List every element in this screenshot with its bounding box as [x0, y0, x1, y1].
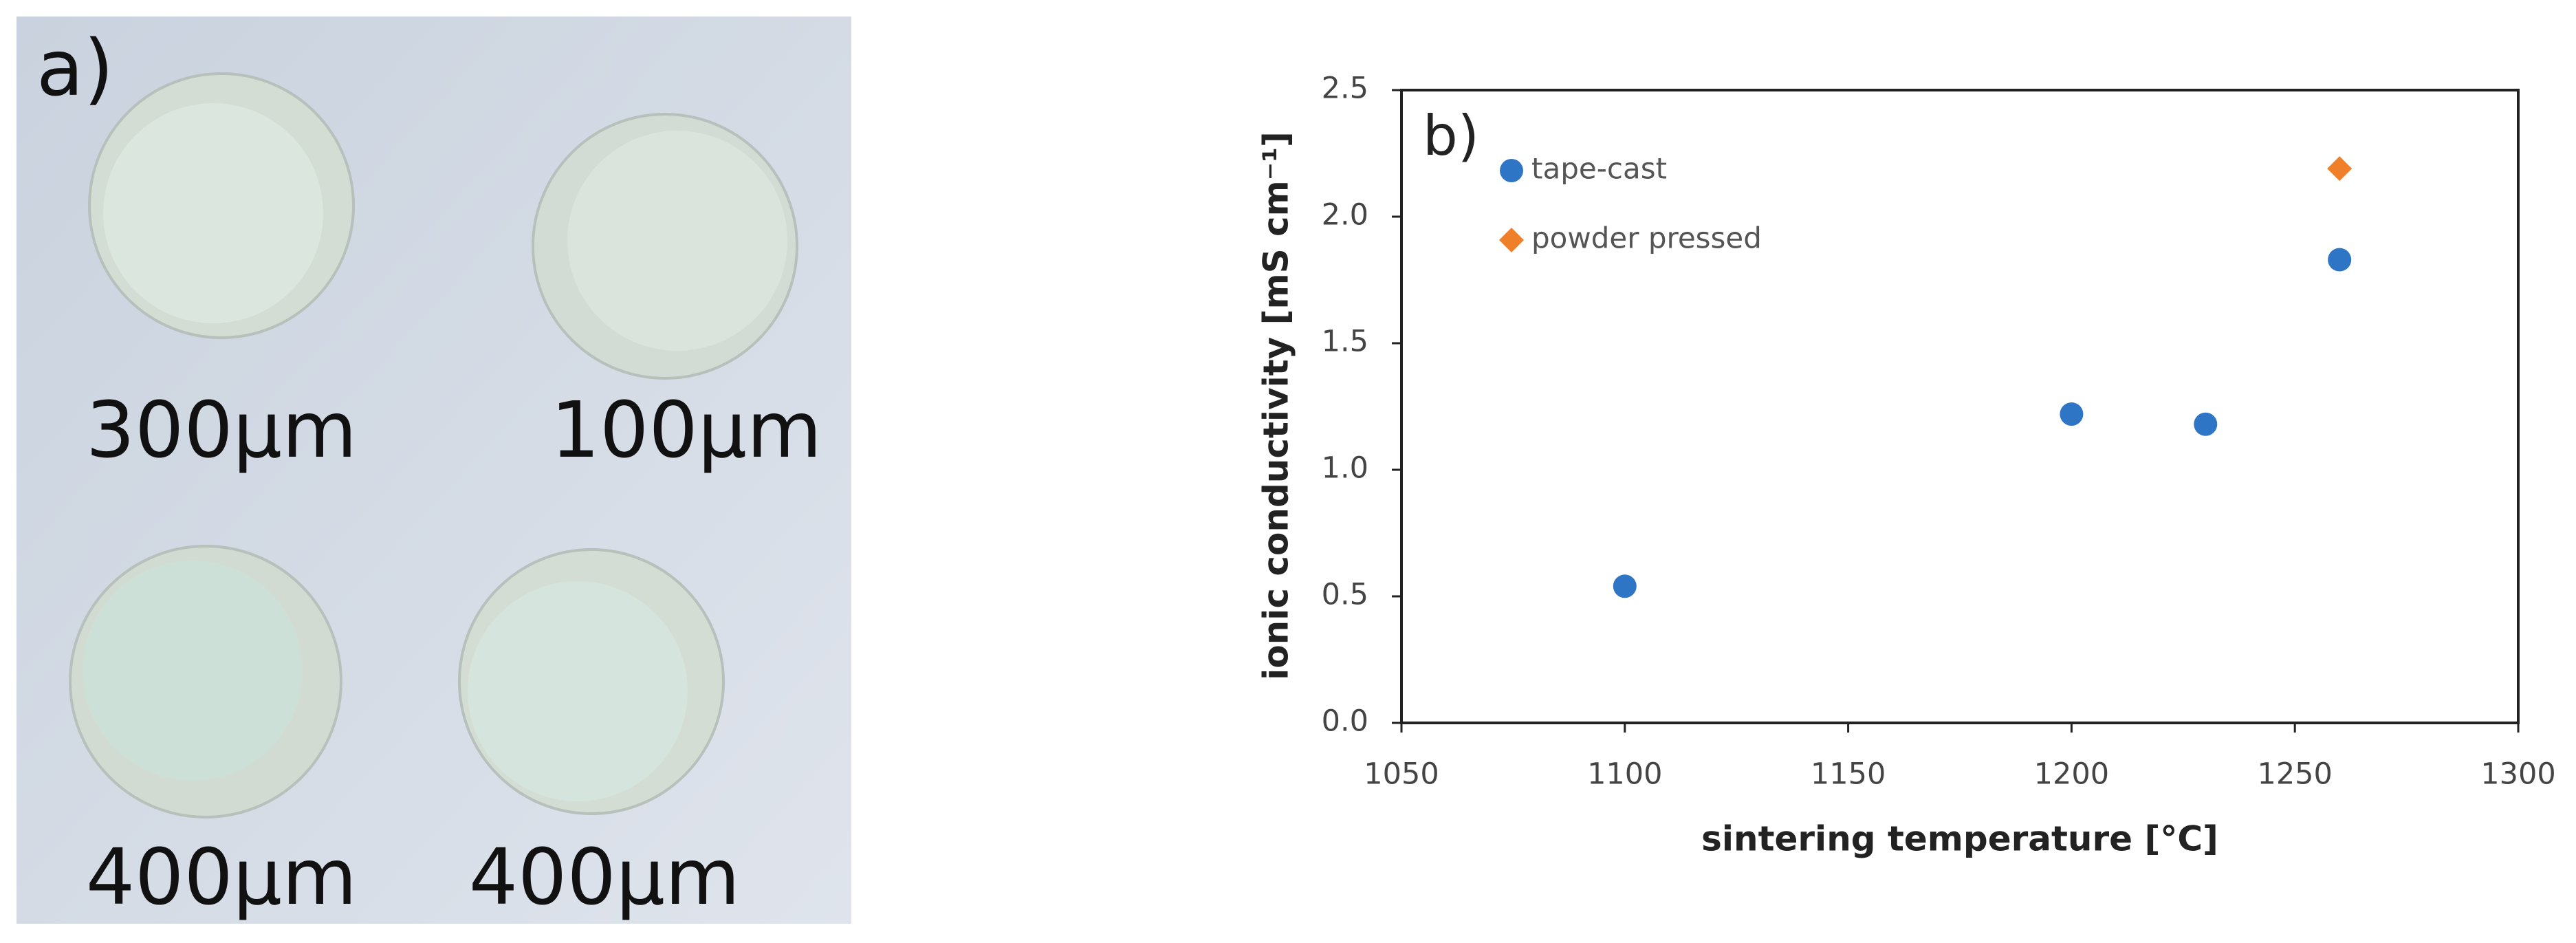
data-point: [2194, 412, 2218, 436]
legend-marker: [1500, 159, 1523, 182]
x-tick-label: 1300: [2480, 757, 2555, 792]
y-tick-label: 0.5: [1322, 578, 1368, 612]
disc: [88, 72, 355, 339]
data-point: [2328, 248, 2352, 272]
disc-label: 300µm: [86, 386, 357, 475]
disc-label: 100µm: [551, 386, 822, 475]
x-tick-label: 1200: [2034, 757, 2109, 792]
x-axis-label: sintering temperature [°C]: [1701, 819, 2218, 859]
y-tick-label: 0.0: [1322, 704, 1368, 739]
data-point: [2327, 156, 2353, 182]
plot-frame: [1400, 89, 2520, 724]
data-point: [1613, 574, 1637, 598]
legend-marker: [1499, 228, 1524, 252]
disc: [458, 548, 725, 815]
y-tick-label: 2.5: [1322, 72, 1368, 106]
x-tick-label: 1100: [1587, 757, 1662, 792]
x-tick-label: 1150: [1811, 757, 1886, 792]
photo: a) 300µm 100µm 400µm 400µm: [17, 17, 851, 924]
x-tick-label: 1250: [2257, 757, 2332, 792]
disc-label: 400µm: [469, 833, 740, 922]
x-tick-label: 1050: [1364, 757, 1439, 792]
legend-label: powder pressed: [1531, 221, 1762, 255]
y-tick-label: 1.5: [1322, 325, 1368, 359]
panel-label: b): [1423, 104, 1479, 168]
disc: [532, 113, 798, 380]
y-tick-label: 1.0: [1322, 451, 1368, 486]
legend-label: tape-cast: [1531, 152, 1667, 186]
y-axis-label: ionic conductivity [mS cm⁻¹]: [1256, 131, 1296, 680]
disc: [69, 545, 342, 819]
y-tick-label: 2.0: [1322, 198, 1368, 232]
data-point: [2060, 402, 2084, 426]
disc-label: 400µm: [86, 833, 357, 922]
panel-label: a): [36, 24, 113, 113]
